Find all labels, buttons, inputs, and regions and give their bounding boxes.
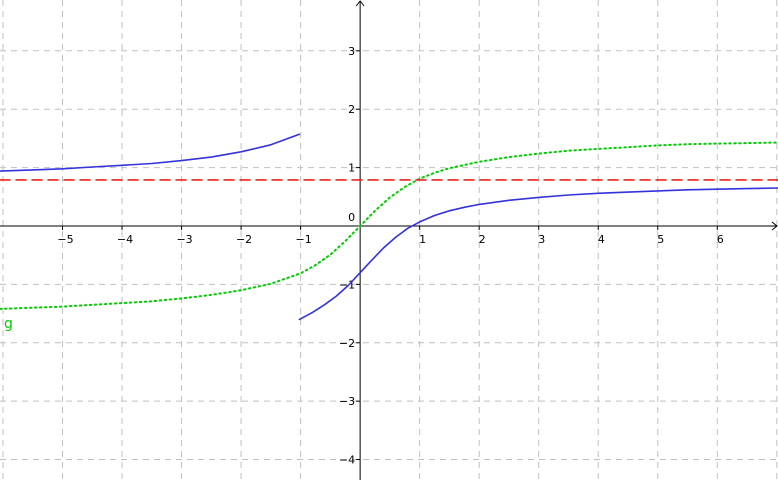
origin-label: 0 — [348, 211, 355, 224]
curve-labels: g — [4, 316, 13, 332]
series-1-solid-segment-2 — [298, 187, 778, 321]
y-tick-label: 2 — [348, 103, 355, 116]
x-tick-label: 4 — [598, 233, 605, 246]
y-tick-label: −4 — [339, 454, 355, 467]
series-2-dotted-segment-1 — [0, 141, 778, 310]
x-tick-label: 5 — [657, 233, 664, 246]
y-axis-arrow-icon — [355, 0, 365, 7]
x-tick-label: −3 — [176, 233, 192, 246]
x-tick-label: −2 — [236, 233, 252, 246]
series-label-g: g — [4, 316, 13, 332]
x-tick-label: 1 — [419, 233, 426, 246]
x-tick-label: 2 — [479, 233, 486, 246]
x-tick-label: −1 — [295, 233, 311, 246]
curves — [0, 133, 778, 321]
x-axis-arrow-icon — [771, 221, 778, 231]
series-1-solid-segment-1 — [0, 133, 301, 172]
x-tick-label: −4 — [117, 233, 133, 246]
x-tick-label: 3 — [538, 233, 545, 246]
y-tick-label: 3 — [348, 45, 355, 58]
y-tick-label: 1 — [348, 162, 355, 175]
y-tick-label: −3 — [339, 395, 355, 408]
x-tick-label: 6 — [717, 233, 724, 246]
x-tick-label: −5 — [57, 233, 73, 246]
y-tick-label: −2 — [339, 337, 355, 350]
